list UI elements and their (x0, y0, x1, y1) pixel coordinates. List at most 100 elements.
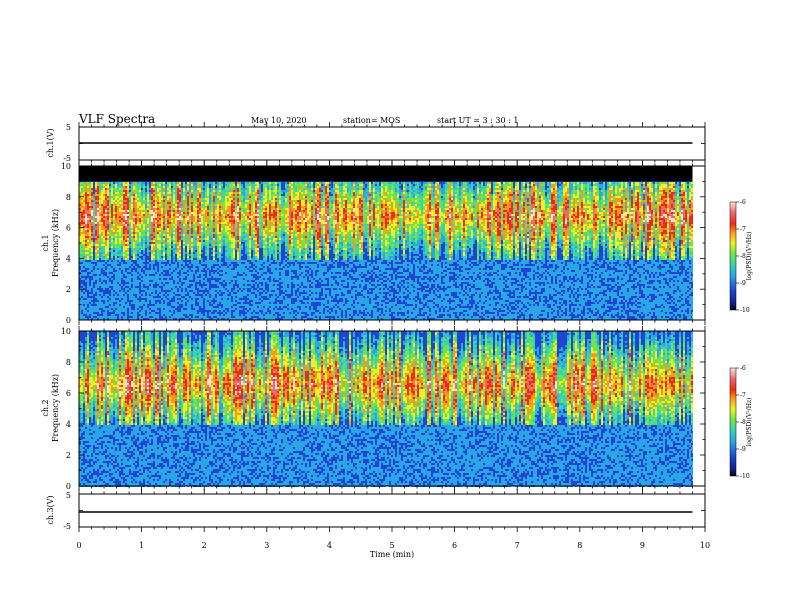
spectrogram-cell (145, 204, 147, 206)
spectrogram-cell (93, 314, 95, 316)
spectrogram-cell (129, 214, 131, 216)
spectrogram-cell (159, 292, 161, 294)
spectrogram-cell (103, 222, 105, 224)
spectrogram-cell (109, 270, 111, 272)
spectrogram-cell (105, 212, 107, 214)
spectrogram-cell (97, 270, 99, 272)
spectrogram-cell (85, 248, 87, 250)
spectrogram-cell (91, 294, 93, 296)
spectrogram-cell (159, 296, 161, 298)
spectrogram-cell (161, 210, 163, 212)
spectrogram-cell (89, 254, 91, 256)
spectrogram-cell (159, 246, 161, 248)
spectrogram-cell (131, 264, 133, 266)
spectrogram-cell (147, 192, 149, 194)
spectrogram-cell (91, 270, 93, 272)
spectrogram-cell (159, 252, 161, 254)
spectrogram-cell (139, 222, 141, 224)
spectrogram-cell (101, 212, 103, 214)
spectrogram-cell (113, 182, 115, 184)
spectrogram-cell (133, 312, 135, 314)
spectrogram-cell (81, 248, 83, 250)
spectrogram-cell (103, 308, 105, 310)
spectrogram-cell (121, 312, 123, 314)
spectrogram-cell (137, 310, 139, 312)
spectrogram-cell (141, 184, 143, 186)
spectrogram-cell (95, 270, 97, 272)
spectrogram-cell (103, 256, 105, 258)
spectrogram-cell (161, 182, 163, 184)
spectrogram-cell (121, 214, 123, 216)
spectrogram-cell (137, 202, 139, 204)
spectrogram-cell (107, 252, 109, 254)
spectrogram-cell (87, 234, 89, 236)
spectrogram-cell (161, 196, 163, 198)
spectrogram-cell (123, 210, 125, 212)
spectrogram-cell (115, 204, 117, 206)
spectrogram-cell (115, 260, 117, 262)
spectrogram-cell (85, 256, 87, 258)
spectrogram-cell (125, 296, 127, 298)
spectrogram-cell (125, 272, 127, 274)
spectrogram-cell (163, 182, 165, 184)
spectrogram-cell (155, 200, 157, 202)
spectrogram-cell (85, 184, 87, 186)
spectrogram-cell (151, 212, 153, 214)
spectrogram-cell (147, 202, 149, 204)
spectrogram-cell (139, 230, 141, 232)
spectrogram-cell (125, 292, 127, 294)
spectrogram-cell (139, 258, 141, 260)
spectrogram-cell (153, 196, 155, 198)
spectrogram-cell (141, 254, 143, 256)
spectrogram-cell (137, 288, 139, 290)
spectrogram-cell (139, 254, 141, 256)
spectrogram-cell (99, 248, 101, 250)
spectrogram-cell (119, 238, 121, 240)
spectrogram-cell (133, 288, 135, 290)
spectrogram-cell (131, 286, 133, 288)
spectrogram-cell (109, 194, 111, 196)
spectrogram-cell (111, 252, 113, 254)
spectrogram-cell (87, 252, 89, 254)
spectrogram-cell (139, 290, 141, 292)
spectrogram-cell (141, 192, 143, 194)
spectrogram-cell (117, 248, 119, 250)
spectrogram-cell (135, 218, 137, 220)
spectrogram-cell (83, 270, 85, 272)
spectrogram-cell (101, 298, 103, 300)
spectrogram-cell (117, 246, 119, 248)
spectrogram-cell (121, 308, 123, 310)
spectrogram-cell (97, 266, 99, 268)
spectrogram-cell (107, 280, 109, 282)
spectrogram-cell (145, 226, 147, 228)
spectrogram-cell (107, 272, 109, 274)
spectrogram-cell (147, 232, 149, 234)
spectrogram-cell (149, 294, 151, 296)
spectrogram-cell (95, 240, 97, 242)
spectrogram-cell (155, 314, 157, 316)
spectrogram-cell (105, 196, 107, 198)
spectrogram-cell (143, 232, 145, 234)
spectrogram-cell (143, 254, 145, 256)
spectrogram-cell (121, 282, 123, 284)
spectrogram-cell (123, 302, 125, 304)
spectrogram-cell (81, 246, 83, 248)
spectrogram-cell (105, 298, 107, 300)
spectrogram-cell (83, 262, 85, 264)
spectrogram-cell (101, 248, 103, 250)
spectrogram-cell (155, 182, 157, 184)
spectrogram-cell (103, 254, 105, 256)
spectrogram-cell (117, 190, 119, 192)
spectrogram-cell (125, 194, 127, 196)
spectrogram-cell (113, 292, 115, 294)
spectrogram-cell (133, 302, 135, 304)
spectrogram-cell (109, 282, 111, 284)
spectrogram-cell (143, 216, 145, 218)
spectrogram-cell (115, 236, 117, 238)
spectrogram-cell (95, 282, 97, 284)
spectrogram-cell (153, 300, 155, 302)
spectrogram-cell (131, 300, 133, 302)
spectrogram-cell (133, 194, 135, 196)
spectrogram-cell (85, 224, 87, 226)
spectrogram-cell (101, 284, 103, 286)
